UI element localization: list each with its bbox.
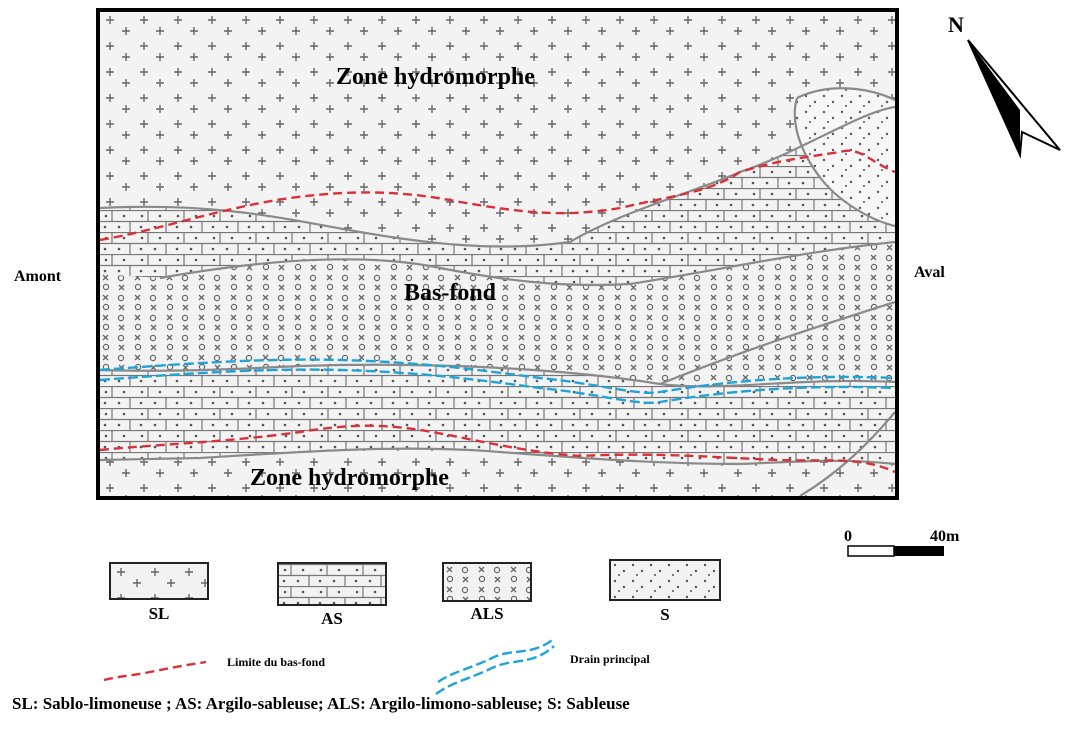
zone-label-bottom: Zone hydromorphe (250, 465, 449, 491)
zone-sl-bottom (100, 448, 895, 496)
downstream-label: Aval (914, 264, 945, 281)
soil-abbreviation-footnote: SL: Sablo-limoneuse ; AS: Argilo-sableus… (12, 694, 630, 713)
legend-swatch-as (277, 562, 387, 606)
upstream-label: Amont (14, 268, 62, 285)
scale-bar (847, 545, 944, 557)
limit-line-top (100, 149, 895, 242)
drain-line-a (100, 358, 895, 394)
legend-limit-label: Limite du bas-fond (227, 655, 326, 669)
zone-as-lower (100, 364, 895, 464)
legend-drain-line-icon (435, 639, 555, 695)
zone-als (100, 242, 895, 387)
scale-start-label: 0 (844, 528, 852, 545)
legend-code-as: AS (321, 609, 343, 628)
north-label: N (948, 12, 964, 37)
legend-swatch-sl (109, 562, 209, 600)
legend-swatch-als (442, 562, 532, 602)
drain-line-b (100, 368, 895, 404)
legend-code-s: S (660, 605, 670, 624)
soil-map (96, 8, 899, 500)
legend-code-als: ALS (470, 604, 504, 623)
zone-label-top: Zone hydromorphe (336, 64, 535, 90)
north-arrow-icon (967, 39, 1061, 159)
legend-drain-label: Drain principal (570, 652, 650, 666)
zone-as-upper (100, 107, 895, 286)
legend-limit-line-icon (103, 660, 207, 682)
legend-code-sl: SL (148, 604, 170, 623)
soil-map-drawing (100, 12, 895, 496)
scale-end-label: 40m (930, 528, 960, 545)
legend-swatch-s (609, 559, 721, 601)
zone-label-center: Bas-fond (404, 280, 497, 306)
